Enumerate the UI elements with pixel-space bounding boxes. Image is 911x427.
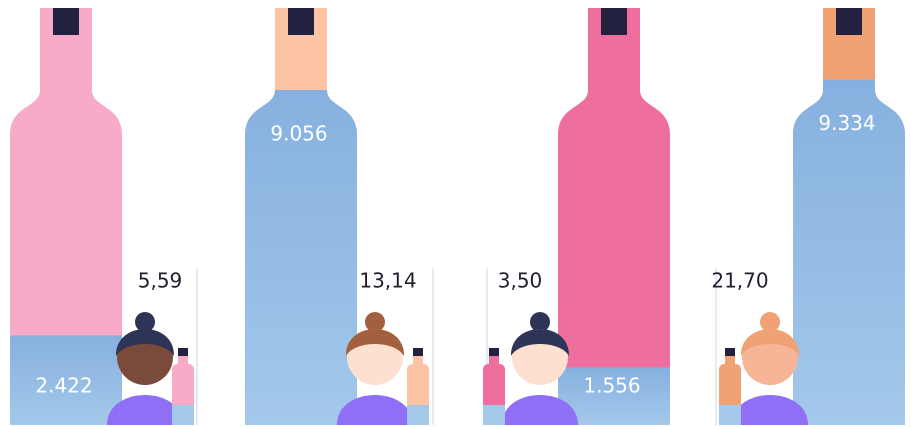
small-value-label: 13,14 <box>359 269 416 293</box>
value-label: 2.422 <box>35 374 92 398</box>
bottle-cap <box>601 8 627 35</box>
person-hair <box>740 329 800 356</box>
small-value-label: 3,50 <box>498 269 543 293</box>
person-hair <box>115 329 175 356</box>
small-bottle-fill <box>172 405 194 425</box>
person-body <box>107 395 183 425</box>
person-body <box>732 395 808 425</box>
person-bun <box>760 312 780 332</box>
value-label: 1.556 <box>583 374 640 398</box>
value-label: 9.334 <box>818 111 875 135</box>
bottle-fill <box>10 335 122 425</box>
small-bottle-neck <box>413 356 423 366</box>
person-hair <box>345 329 405 356</box>
person-body <box>337 395 413 425</box>
person-body <box>502 395 578 425</box>
person-bun <box>365 312 385 332</box>
bottle-fill <box>558 367 670 425</box>
small-bottle-neck <box>725 356 735 366</box>
bottle-fill <box>793 79 905 425</box>
bottle-cap <box>53 8 79 35</box>
small-bottle-cap <box>489 348 499 356</box>
small-bottle-cap <box>725 348 735 356</box>
bottle-top <box>10 8 122 425</box>
small-bottle-cap <box>178 348 188 356</box>
small-bottle-neck <box>178 356 188 366</box>
small-bottle-neck <box>489 356 499 366</box>
bottle-cap <box>288 8 314 35</box>
value-label: 9.056 <box>270 121 327 145</box>
small-value-label: 21,70 <box>711 269 768 293</box>
person-bun <box>530 312 550 332</box>
bottle-fill <box>245 89 357 425</box>
small-bottle-fill <box>483 405 505 425</box>
small-bottle-fill <box>719 405 741 425</box>
person-bun <box>135 312 155 332</box>
small-bottle-cap <box>413 348 423 356</box>
small-value-label: 5,59 <box>138 269 183 293</box>
bottle-top <box>558 8 670 425</box>
small-bottle-fill <box>407 405 429 425</box>
bottle-cap <box>836 8 862 35</box>
person-hair <box>510 329 570 356</box>
